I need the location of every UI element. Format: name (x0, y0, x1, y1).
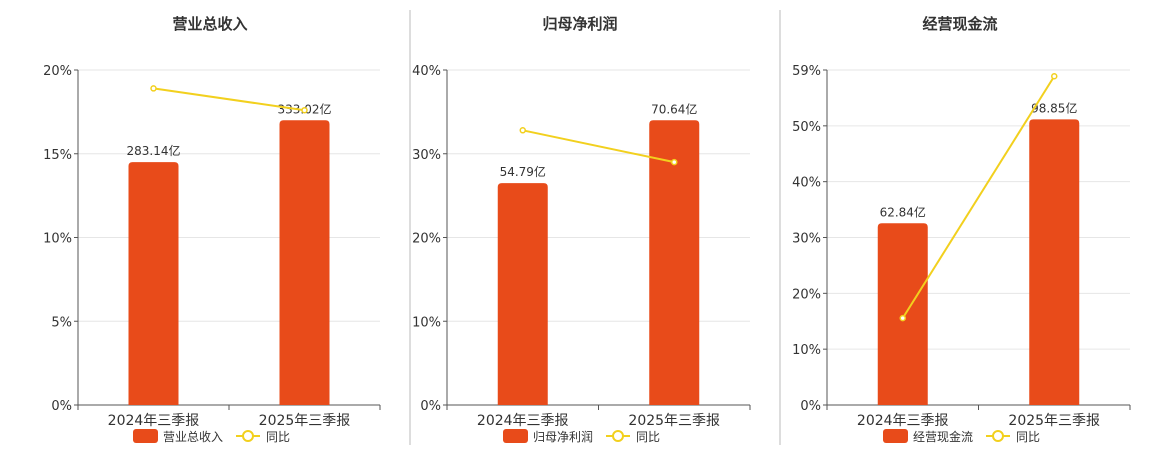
bar (1029, 119, 1080, 405)
bar (279, 120, 330, 405)
y-tick-label: 15% (43, 148, 72, 163)
yoy-point (899, 314, 906, 322)
chart-title: 经营现金流 (922, 15, 997, 33)
yoy-point (671, 158, 678, 166)
x-tick-label: 2024年三季报 (108, 413, 200, 429)
legend-line-label: 同比 (266, 430, 290, 444)
legend-bar-label: 经营现金流 (913, 429, 973, 444)
y-tick-label: 10% (43, 232, 72, 247)
yoy-point (301, 106, 308, 114)
y-tick-label: 0% (420, 399, 441, 414)
bar-value-label: 62.84亿 (880, 204, 926, 219)
bar (128, 162, 179, 405)
y-tick-label: 30% (412, 148, 441, 163)
x-tick-label: 2024年三季报 (857, 413, 949, 429)
y-tick-label: 5% (51, 315, 72, 330)
chart-title: 归母净利润 (542, 15, 617, 33)
bar (497, 183, 548, 405)
y-tick-label: 40% (792, 176, 821, 191)
legend-line-label: 同比 (1016, 430, 1040, 444)
x-tick-label: 2024年三季报 (477, 413, 569, 429)
legend-line-marker (992, 430, 1004, 442)
x-tick-label: 2025年三季报 (628, 413, 720, 429)
legend-bar-label: 营业总收入 (163, 430, 223, 444)
bar-value-label: 70.64亿 (651, 101, 697, 116)
yoy-point (519, 127, 526, 134)
y-tick-label: 0% (800, 399, 821, 414)
bar (649, 120, 700, 405)
y-tick-label: 10% (412, 315, 441, 330)
x-tick-label: 2025年三季报 (259, 413, 351, 429)
legend-bar-swatch (503, 429, 528, 443)
y-tick-label: 20% (792, 287, 821, 302)
yoy-line (901, 75, 1056, 319)
bar-value-label: 98.85亿 (1031, 100, 1077, 115)
y-tick-label: 50% (792, 120, 821, 135)
legend-bar-label: 归母净利润 (533, 430, 593, 444)
yoy-line (153, 87, 305, 112)
legend-line-marker (612, 430, 624, 442)
y-tick-label: 20% (412, 232, 441, 247)
yoy-point (1051, 72, 1058, 80)
y-tick-label: 30% (792, 232, 821, 247)
yoy-line (522, 129, 675, 164)
legend-line-marker (242, 430, 254, 442)
bar-value-label: 283.14亿 (127, 143, 181, 158)
y-tick-label: 20% (43, 64, 72, 79)
legend-bar-swatch (133, 429, 158, 443)
y-tick-label: 0% (51, 399, 72, 414)
yoy-point (150, 85, 157, 92)
bar (877, 223, 928, 405)
y-tick-label: 10% (792, 343, 821, 358)
bar-value-label: 54.79亿 (500, 164, 546, 179)
y-tick-label: 59% (792, 64, 821, 79)
y-tick-label: 40% (412, 64, 441, 79)
legend-bar-swatch (883, 429, 908, 443)
legend-line-label: 同比 (636, 430, 660, 444)
x-tick-label: 2025年三季报 (1008, 413, 1100, 429)
chart-title: 营业总收入 (172, 15, 247, 33)
